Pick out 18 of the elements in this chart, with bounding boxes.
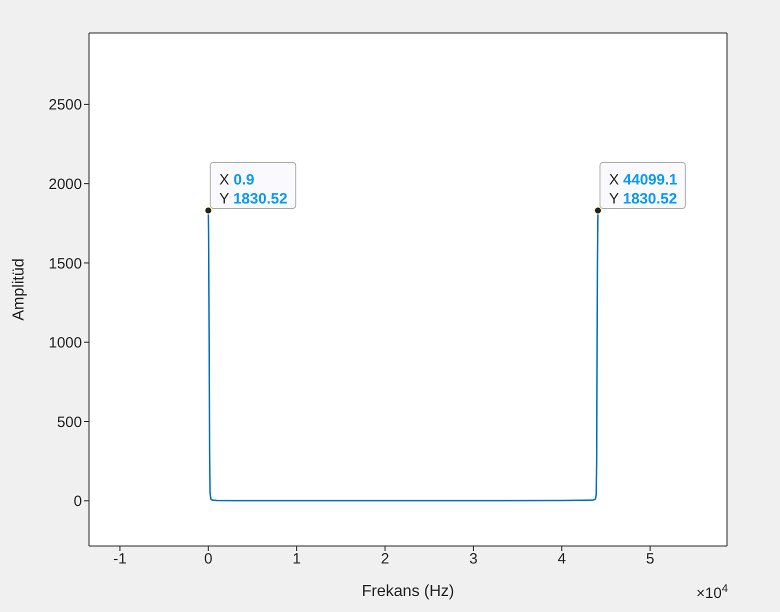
x-tick-label: 3	[469, 550, 478, 568]
x-tick-label: 1	[292, 550, 301, 568]
x-tick-label: 2	[380, 550, 390, 568]
annotation: X 0.9 Y 1830.52	[219, 172, 288, 208]
y-tick-label: 2500	[48, 96, 82, 114]
y-tick-label: 1500	[48, 255, 82, 272]
x-tick-label: 4	[558, 550, 566, 568]
y-axis-title: Amplitüd	[10, 258, 28, 321]
x-tick-label: 0	[204, 550, 212, 568]
x-tick-label: -1	[113, 550, 127, 568]
y-tick-label: 1000	[48, 334, 82, 352]
y-tick-label: 500	[56, 414, 82, 431]
y-tick-label: 2000	[48, 176, 82, 193]
x-tick-label: 5	[646, 550, 654, 568]
text: ×10$^{4}$	[696, 583, 728, 602]
x-axis-title: Frekans (Hz)	[362, 583, 454, 600]
annotation: X 44099.1 Y 1830.52	[608, 172, 678, 208]
y-tick-label: 0	[74, 493, 82, 510]
